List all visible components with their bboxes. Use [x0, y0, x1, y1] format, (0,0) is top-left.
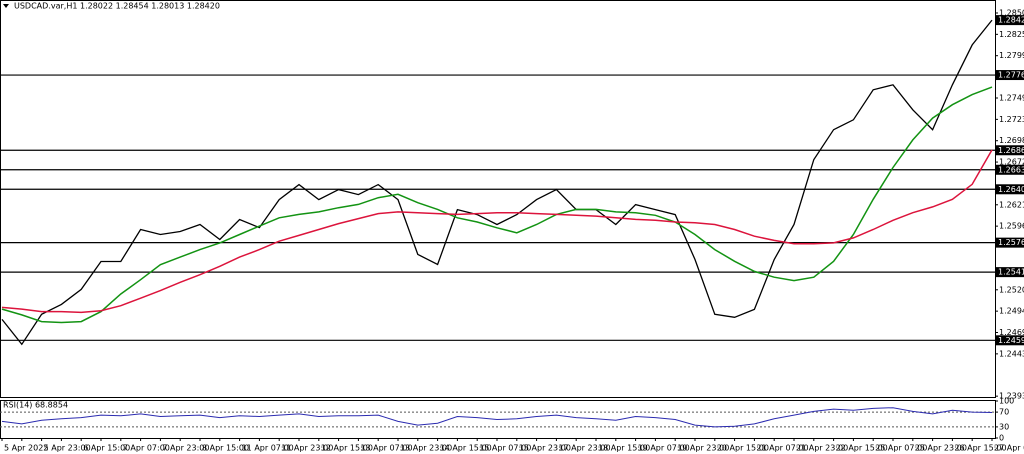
level-label: 1.25763 [998, 238, 1024, 247]
x-tick-label: 11 Apr 07:00 [242, 444, 294, 453]
price-panel [0, 0, 996, 398]
x-tick-label: 11 Apr 23:00 [281, 444, 333, 453]
menu-icon [3, 4, 9, 8]
x-tick-label: 6 Apr 15:00 [83, 444, 130, 453]
x-tick-label: 25 Apr 07:00 [875, 444, 927, 453]
x-tick-label: 19 Apr 07:00 [638, 444, 690, 453]
level-label-box [996, 70, 1024, 81]
y-tick-label: 1.28505 [999, 8, 1024, 17]
x-tick-label: 21 Apr 07:00 [756, 444, 808, 453]
x-tick-label: 5 Apr 23:00 [44, 444, 91, 453]
y-tick-label: 1.25200 [999, 285, 1024, 294]
x-tick-label: 25 Apr 23:00 [915, 444, 967, 453]
level-label-box [996, 164, 1024, 175]
y-tick-label: 1.23930 [999, 392, 1024, 401]
x-tick-label: 7 Apr 23:00 [162, 444, 209, 453]
rsi-panel [0, 400, 996, 439]
y-tick-label: 1.27995 [999, 51, 1024, 60]
level-label: 1.26866 [998, 146, 1024, 155]
rsi-line [1, 407, 993, 428]
series-line [1, 19, 993, 346]
series-line [1, 86, 993, 324]
x-tick-label: 26 Apr 15:00 [954, 444, 1006, 453]
level-label-box [996, 237, 1024, 248]
x-tick-label: 15 Apr 07:00 [479, 444, 531, 453]
x-tick-label: 8 Apr 15:00 [202, 444, 249, 453]
x-tick-label: 12 Apr 15:00 [321, 444, 373, 453]
x-tick-label: 27 Apr 07:00 [994, 444, 1024, 453]
level-label-box [996, 267, 1024, 278]
x-tick-label: 18 Apr 15:00 [598, 444, 650, 453]
level-label-box [996, 335, 1024, 346]
x-tick-label: 7 Apr 07:00 [123, 444, 170, 453]
rsi-tick-label: 0 [999, 434, 1004, 443]
y-tick-label: 1.26215 [999, 200, 1024, 209]
y-tick-label: 1.24690 [999, 328, 1024, 337]
x-tick-label: 17 Apr 23:00 [558, 444, 610, 453]
level-label: 1.26400 [998, 185, 1024, 194]
x-tick-label: 21 Apr 23:00 [796, 444, 848, 453]
y-tick-label: 1.25960 [999, 222, 1024, 231]
x-tick-label: 19 Apr 23:00 [677, 444, 729, 453]
y-tick-label: 1.24945 [999, 307, 1024, 316]
level-label: 1.26633 [998, 165, 1024, 174]
rsi-tick-label: 30 [999, 422, 1009, 431]
x-tick-label: 20 Apr 15:00 [717, 444, 769, 453]
price-label-box [996, 15, 1024, 26]
y-tick-label: 1.26725 [999, 158, 1024, 167]
rsi-title: RSI(14) 68.8854 [3, 401, 68, 410]
x-tick-label: 5 Apr 2022 [4, 444, 48, 453]
y-tick-label: 1.27490 [999, 93, 1024, 102]
x-tick-label: 13 Apr 07:00 [360, 444, 412, 453]
price-label: 1.28420 [998, 16, 1024, 25]
y-tick-label: 1.26980 [999, 136, 1024, 145]
x-tick-label: 13 Apr 23:00 [400, 444, 452, 453]
rsi-tick-label: 70 [999, 408, 1009, 417]
x-tick-label: 14 Apr 15:00 [440, 444, 492, 453]
level-label-box [996, 145, 1024, 156]
level-label: 1.24597 [998, 336, 1024, 345]
level-label-box [996, 184, 1024, 195]
x-tick-label: 22 Apr 15:00 [836, 444, 888, 453]
y-tick-label: 1.27235 [999, 115, 1024, 124]
y-tick-label: 1.24435 [999, 349, 1024, 358]
chart-title: USDCAD.var,H1 1.28022 1.28454 1.28013 1.… [14, 2, 220, 11]
x-tick-label: 15 Apr 23:00 [519, 444, 571, 453]
rsi-tick-label: 100 [999, 397, 1014, 406]
level-label: 1.27764 [998, 71, 1024, 80]
series-line [1, 149, 993, 314]
y-tick-label: 1.28250 [999, 30, 1024, 39]
